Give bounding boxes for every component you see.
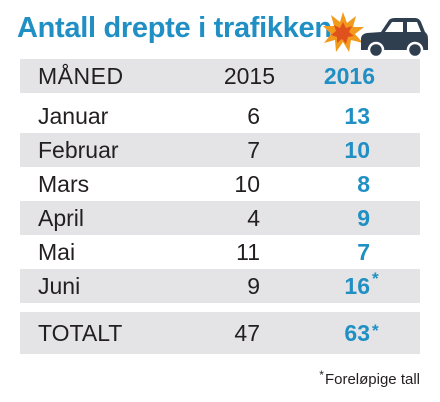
month-cell: April (38, 205, 85, 231)
table-row: Februar 7 10 (20, 133, 420, 167)
month-cell: Mai (38, 239, 76, 265)
table-header-row: MÅNED 2015 2016 (20, 59, 420, 93)
table-row: April 4 9 (20, 201, 420, 235)
header-month: MÅNED (38, 63, 124, 89)
value-2015-cell: 9 (247, 273, 260, 299)
fatalities-table: MÅNED 2015 2016 Januar 6 13 Februar 7 10… (20, 59, 420, 365)
burst-icon (323, 12, 364, 52)
header-year-2015: 2015 (223, 63, 275, 89)
value-2016-cell: 9 (357, 201, 370, 235)
value-2016: 8 (357, 171, 370, 197)
month-cell: Januar (38, 103, 109, 129)
value-2015-cell: 7 (247, 137, 260, 163)
month-cell: Mars (38, 171, 90, 197)
value-2016: 7 (357, 239, 370, 265)
table-row: Januar 6 13 (20, 99, 420, 133)
preliminary-mark: * (372, 321, 379, 340)
preliminary-mark: * (372, 269, 379, 288)
total-2015-cell: 47 (234, 320, 260, 346)
value-2015-cell: 11 (236, 239, 260, 265)
month-cell: Februar (38, 137, 119, 163)
total-2016: 63 (344, 320, 370, 346)
value-2016-cell: 8 (357, 167, 370, 201)
traffic-illustration (323, 12, 428, 58)
value-2015-cell: 6 (247, 103, 260, 129)
value-2015-cell: 4 (247, 205, 260, 231)
value-2016-cell: 16 * (344, 269, 378, 303)
value-2016-cell: 10 (344, 133, 370, 167)
value-2016-cell: 13 (344, 99, 370, 133)
table-row: Mai 11 7 (20, 235, 420, 269)
total-label: TOTALT (38, 320, 123, 346)
footnote-mark: * (319, 368, 324, 382)
value-2016: 13 (344, 103, 370, 129)
value-2016: 10 (344, 137, 370, 163)
footnote-text: Foreløpige tall (324, 371, 420, 388)
table-row: Mars 10 8 (20, 167, 420, 201)
value-2016: 9 (357, 205, 370, 231)
value-2016-cell: 7 (357, 235, 370, 269)
page-title: Antall drepte i trafikken (17, 12, 332, 44)
header-year-2016: 2016 (323, 63, 375, 89)
value-2016: 16 (344, 273, 370, 299)
table-row: Juni 9 16 * (20, 269, 420, 303)
table-total-row: TOTALT 47 63 * (20, 312, 420, 354)
total-2016-cell: 63 * (344, 312, 378, 354)
value-2015-cell: 10 (234, 171, 260, 197)
footnote: *Foreløpige tall (319, 368, 420, 388)
month-cell: Juni (38, 273, 81, 299)
car-icon (361, 18, 428, 58)
